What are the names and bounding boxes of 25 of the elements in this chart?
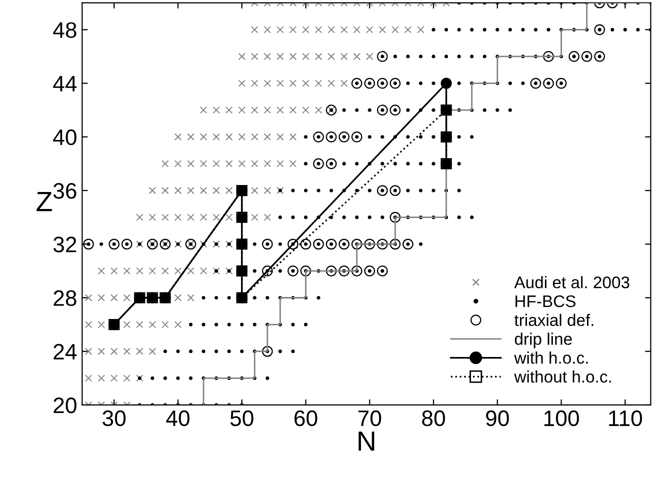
legend-label: HF-BCS xyxy=(516,295,576,308)
legend-label: drip line xyxy=(514,332,572,348)
y-tick-label: 48 xyxy=(53,22,76,38)
x-tick-label: 90 xyxy=(486,410,509,426)
y-axis-title: Z xyxy=(36,192,52,212)
legend-label: with h.o.c. xyxy=(514,352,588,364)
legend-label: Audi et al. 2003 xyxy=(514,276,630,288)
x-tick-label: 40 xyxy=(166,410,190,426)
y-tick-label: 28 xyxy=(54,290,76,306)
y-tick-label: 40 xyxy=(53,129,76,146)
x-tick-label: 60 xyxy=(294,410,318,426)
y-tick-label: 24 xyxy=(54,344,77,360)
legend-label: triaxial def. xyxy=(514,314,594,326)
y-tick-label: 32 xyxy=(53,236,76,252)
x-tick-label: 30 xyxy=(102,410,126,426)
y-tick-label: 44 xyxy=(53,76,77,92)
x-tick-label: 110 xyxy=(609,410,642,426)
legend-label: without h.o.c. xyxy=(514,370,611,383)
x-tick-label: 50 xyxy=(230,410,254,426)
x-tick-label: 100 xyxy=(544,410,579,426)
x-tick-label: 80 xyxy=(422,410,445,426)
y-tick-label: 36 xyxy=(53,183,76,199)
y-tick-label: 20 xyxy=(54,398,76,414)
x-tick-label: 70 xyxy=(358,410,382,426)
x-axis-title: N xyxy=(358,432,374,451)
